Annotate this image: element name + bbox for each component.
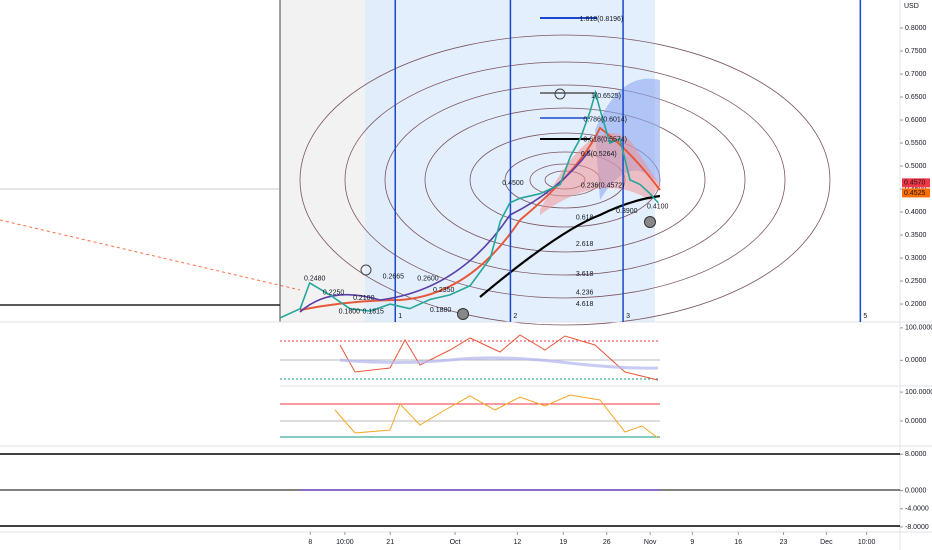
cycle-label: 5 [863,313,867,320]
price-tag [902,188,930,198]
cycle-label: 1 [398,313,402,320]
y-tick-label: 0.2500 [905,278,927,285]
annotation: 0.1880 [430,307,452,314]
x-tick-label: 26 [603,539,611,546]
x-tick-label: Nov [644,539,657,546]
pane-y-tick-label: 100.0000 [905,325,932,332]
cycle-label: 3 [626,313,630,320]
annotation: 0.786(0.6014) [583,116,627,123]
annotation: 0.236(0.4572) [581,183,625,190]
axis-unit: USD [904,3,919,10]
y-tick-label: 0.7000 [905,71,927,78]
x-tick-label: 10:00 [336,539,354,546]
cycle-label: 2 [513,313,517,320]
annotation: 0.618 [576,214,594,221]
annotation: 0.1800 [339,309,361,316]
annotation: 0.4100 [647,203,669,210]
pane-y-tick-label: 0.0000 [905,357,927,364]
annotation: 3.618 [576,271,594,278]
price-tag-label: 0.4570 [904,180,926,187]
y-tick-label: 0.3000 [905,255,927,262]
y-tick-label: 0.7500 [905,48,927,55]
y-tick-label: 0.8000 [905,25,927,32]
y-tick-label: 0.6000 [905,117,927,124]
annotation: 0.2600 [417,276,439,283]
annotation: 0.5(0.5264) [581,151,617,158]
x-tick-label: 21 [386,539,394,546]
annotation: 4.618 [576,301,594,308]
annotation: 1.618(0.8196) [580,16,624,23]
pane-y-tick-label: -4.0000 [905,506,929,513]
pane-y-tick-label: -8.0000 [905,524,929,531]
annotation: 0.1815 [363,309,385,316]
annotation: 0.2480 [304,276,326,283]
price-tag [902,178,930,188]
x-tick-label: Oct [450,539,461,546]
y-tick-label: 0.5000 [905,163,927,170]
annotation: 2.618 [576,241,594,248]
annotation: 0.3900 [616,208,638,215]
x-tick-label: 8 [308,539,312,546]
pane-y-tick-label: 100.0000 [905,389,932,396]
annotation: 0.4500 [502,180,524,187]
annotation: 0.2350 [433,287,455,294]
price-line [279,89,659,319]
y-tick-label: 0.5500 [905,140,927,147]
x-tick-label: 9 [690,539,694,546]
y-tick-label: 0.2000 [905,301,927,308]
annotation: 0.618(0.5574) [583,136,627,143]
annotation: 0.2665 [383,273,405,280]
annotation: 0.2100 [353,295,375,302]
x-tick-label: 19 [559,539,567,546]
annotation: 0.2250 [323,289,345,296]
price-tag-label: 0.4525 [904,190,926,197]
annotation: 4.236 [576,289,594,296]
x-tick-label: 23 [780,539,788,546]
annotation: 1(0.6525) [591,93,621,100]
x-tick-label: 10:00 [858,539,876,546]
x-tick-label: Dec [820,539,833,546]
x-tick-label: 12 [513,539,521,546]
x-tick-label: 16 [734,539,742,546]
pane-y-tick-label: 0.0000 [905,487,927,494]
y-tick-label: 0.3500 [905,232,927,239]
pane-y-tick-label: 8.0000 [905,451,927,458]
y-tick-label: 0.6500 [905,94,927,101]
pane-y-tick-label: 0.0000 [905,418,927,425]
y-tick-label: 0.4000 [905,209,927,216]
